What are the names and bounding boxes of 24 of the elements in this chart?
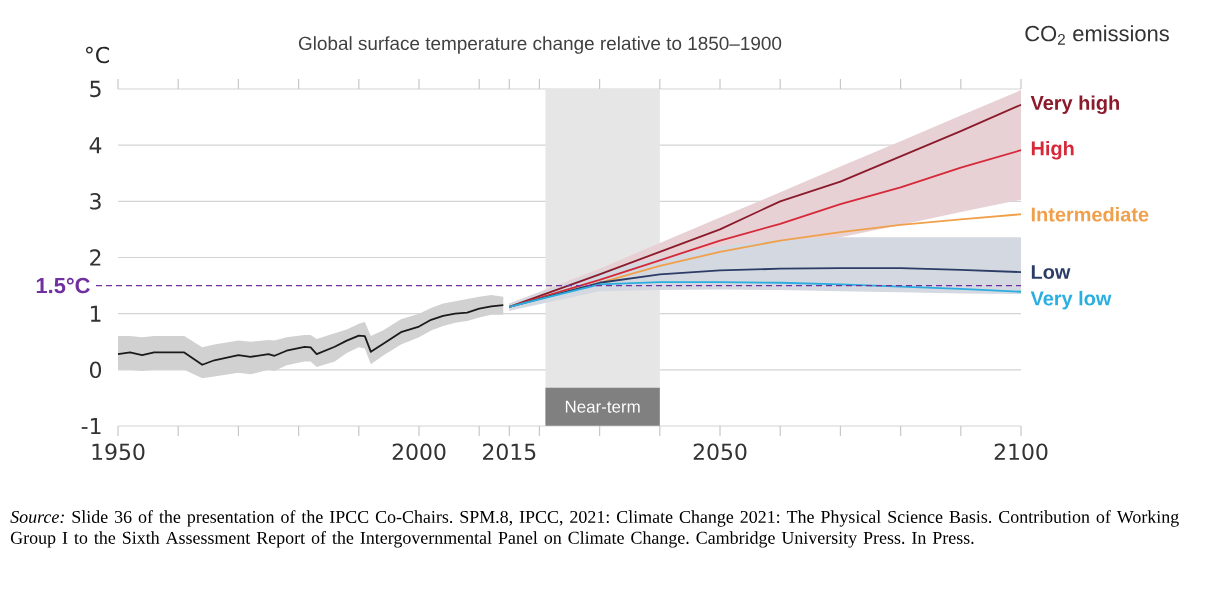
- band-label: Near-term: [565, 400, 640, 413]
- y-axis-title: °C: [85, 46, 109, 64]
- x-tick-label: 2015: [483, 443, 536, 461]
- y-tick-label: 0: [89, 361, 102, 379]
- y-tick-label: 2: [90, 249, 101, 266]
- series-label: Very high: [1030, 95, 1119, 115]
- x-tick-label: 2050: [693, 443, 747, 461]
- series-label: Low: [1031, 265, 1071, 280]
- ref-line-label: 1.5°C: [36, 277, 90, 294]
- chart-title: Global surface temperature change relative to 1850–1900: [298, 36, 782, 54]
- x-tick-label: 2100: [994, 443, 1048, 461]
- y-tick-label: 1: [90, 305, 101, 322]
- legend-title: CO$_{2}$ emissions: [1025, 25, 1169, 45]
- y-tick-label: 5: [90, 80, 101, 98]
- x-tick-label: 1950: [92, 443, 145, 461]
- series-label: Very low: [1030, 290, 1112, 310]
- x-tick-label: 2000: [392, 443, 446, 461]
- y-tick-label: 4: [89, 137, 102, 154]
- y-tick-label: 3: [90, 193, 101, 210]
- y-tick-label: -1: [81, 417, 101, 434]
- line-series: [117, 304, 505, 366]
- text: Source: Slide 36 of the presentation of the IPCC Co-Chairs. SPM.8, IPCC, 2021: Climate Change 2021: The Physical Science Basis. Contribution of Working Group I to the Sixth Assessment Report of the Intergovernmental Panel on Climate Change. Cambridge University Press. In Press.: [10, 510, 1179, 548]
- series-label: High: [1031, 140, 1074, 160]
- series-label: Intermediate: [1031, 206, 1149, 222]
